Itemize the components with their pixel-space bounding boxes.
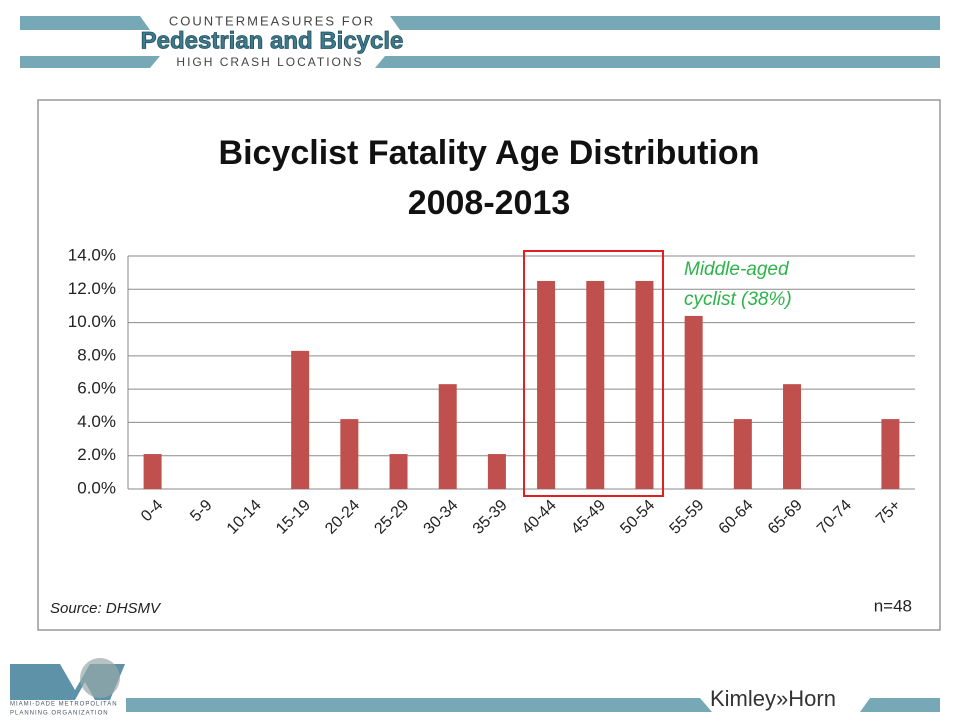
banner-stripe	[390, 16, 940, 30]
bar	[586, 280, 605, 489]
y-tick-label: 8.0%	[77, 345, 116, 364]
org-name: PLANNING ORGANIZATION	[10, 711, 109, 717]
banner-stripe	[20, 56, 160, 68]
bar	[291, 350, 310, 489]
bar	[487, 454, 506, 489]
annotation: Middle-aged	[684, 259, 790, 280]
chart-frame	[37, 99, 941, 631]
bar	[733, 419, 752, 489]
header-line2: Pedestrian and Bicycle	[141, 27, 404, 54]
y-tick-label: 2.0%	[77, 445, 116, 464]
header-line1: COUNTERMEASURES FOR	[169, 13, 375, 28]
bar	[340, 419, 359, 489]
bar	[438, 384, 457, 489]
y-tick-label: 4.0%	[77, 412, 116, 431]
annotation: cyclist (38%)	[684, 289, 792, 310]
bar	[143, 454, 162, 489]
mpo-logo	[80, 658, 120, 698]
chart-title: Bicyclist Fatality Age Distribution	[219, 134, 760, 172]
bar	[389, 454, 408, 489]
bar	[635, 280, 654, 489]
chart-subtitle: 2008-2013	[408, 184, 571, 222]
y-tick-label: 6.0%	[77, 379, 116, 398]
org-name: MIAMI-DADE METROPOLITAN	[10, 702, 118, 708]
brand: Kimley»Horn	[710, 686, 836, 711]
y-tick-label: 14.0%	[68, 245, 116, 264]
highlight-box	[523, 250, 664, 497]
source: Source: DHSMV	[50, 600, 162, 617]
bar	[537, 280, 556, 489]
banner-stripe	[20, 16, 150, 30]
y-tick-label: 0.0%	[77, 478, 116, 497]
header-line3: HIGH CRASH LOCATIONS	[176, 55, 363, 69]
bar	[684, 315, 703, 489]
y-tick-label: 12.0%	[68, 279, 116, 298]
note: n=48	[874, 596, 912, 615]
y-tick-label: 10.0%	[68, 312, 116, 331]
footer-stripe	[860, 698, 940, 712]
bar	[881, 419, 900, 489]
banner-stripe	[375, 56, 940, 68]
bar	[783, 384, 802, 489]
footer-stripe	[126, 698, 712, 712]
